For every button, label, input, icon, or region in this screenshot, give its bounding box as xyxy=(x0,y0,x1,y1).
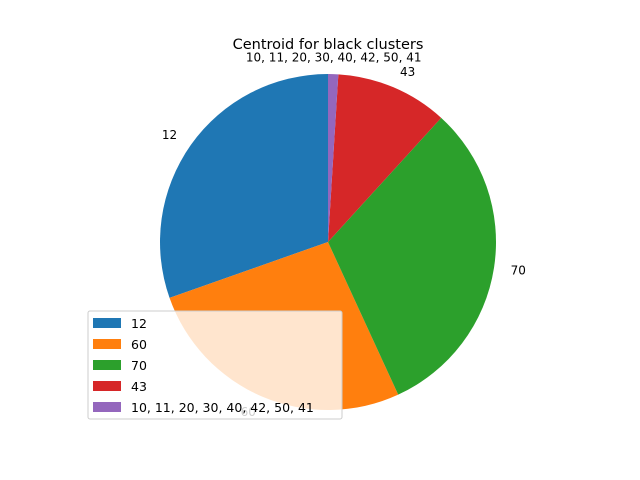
legend-swatch-60 xyxy=(93,339,121,349)
legend-swatch-12 xyxy=(93,318,121,328)
slice-label-12: 12 xyxy=(162,128,177,142)
legend-label-10-11-20-30-40-42-50-41: 10, 11, 20, 30, 40, 42, 50, 41 xyxy=(131,400,314,415)
legend-label-70: 70 xyxy=(131,358,147,373)
pie-slice-43 xyxy=(328,74,442,243)
slice-label-43: 43 xyxy=(400,65,415,79)
legend-box xyxy=(87,310,343,420)
chart-legend: 12 60 70 43 10, 11, 20, 30, 40, 42, 50, 41 xyxy=(87,310,343,420)
chart-title: Centroid for black clusters xyxy=(233,37,424,53)
pie-slice-10-11-20-30-40-42-50-41 xyxy=(328,74,339,242)
slice-label-70: 70 xyxy=(511,263,526,277)
legend-swatch-70 xyxy=(93,360,121,370)
pie-slice-12 xyxy=(159,74,328,298)
legend-swatch-10-11-20-30-40-42-50-41 xyxy=(93,402,121,412)
pie-slice-70 xyxy=(328,117,497,395)
slice-label-10-11-20-30-40-42-50-41: 10, 11, 20, 30, 40, 42, 50, 41 xyxy=(246,50,422,64)
legend-label-12: 12 xyxy=(131,316,147,331)
legend-label-43: 43 xyxy=(131,379,147,394)
legend-swatch-43 xyxy=(93,381,121,391)
legend-label-60: 60 xyxy=(131,337,147,352)
